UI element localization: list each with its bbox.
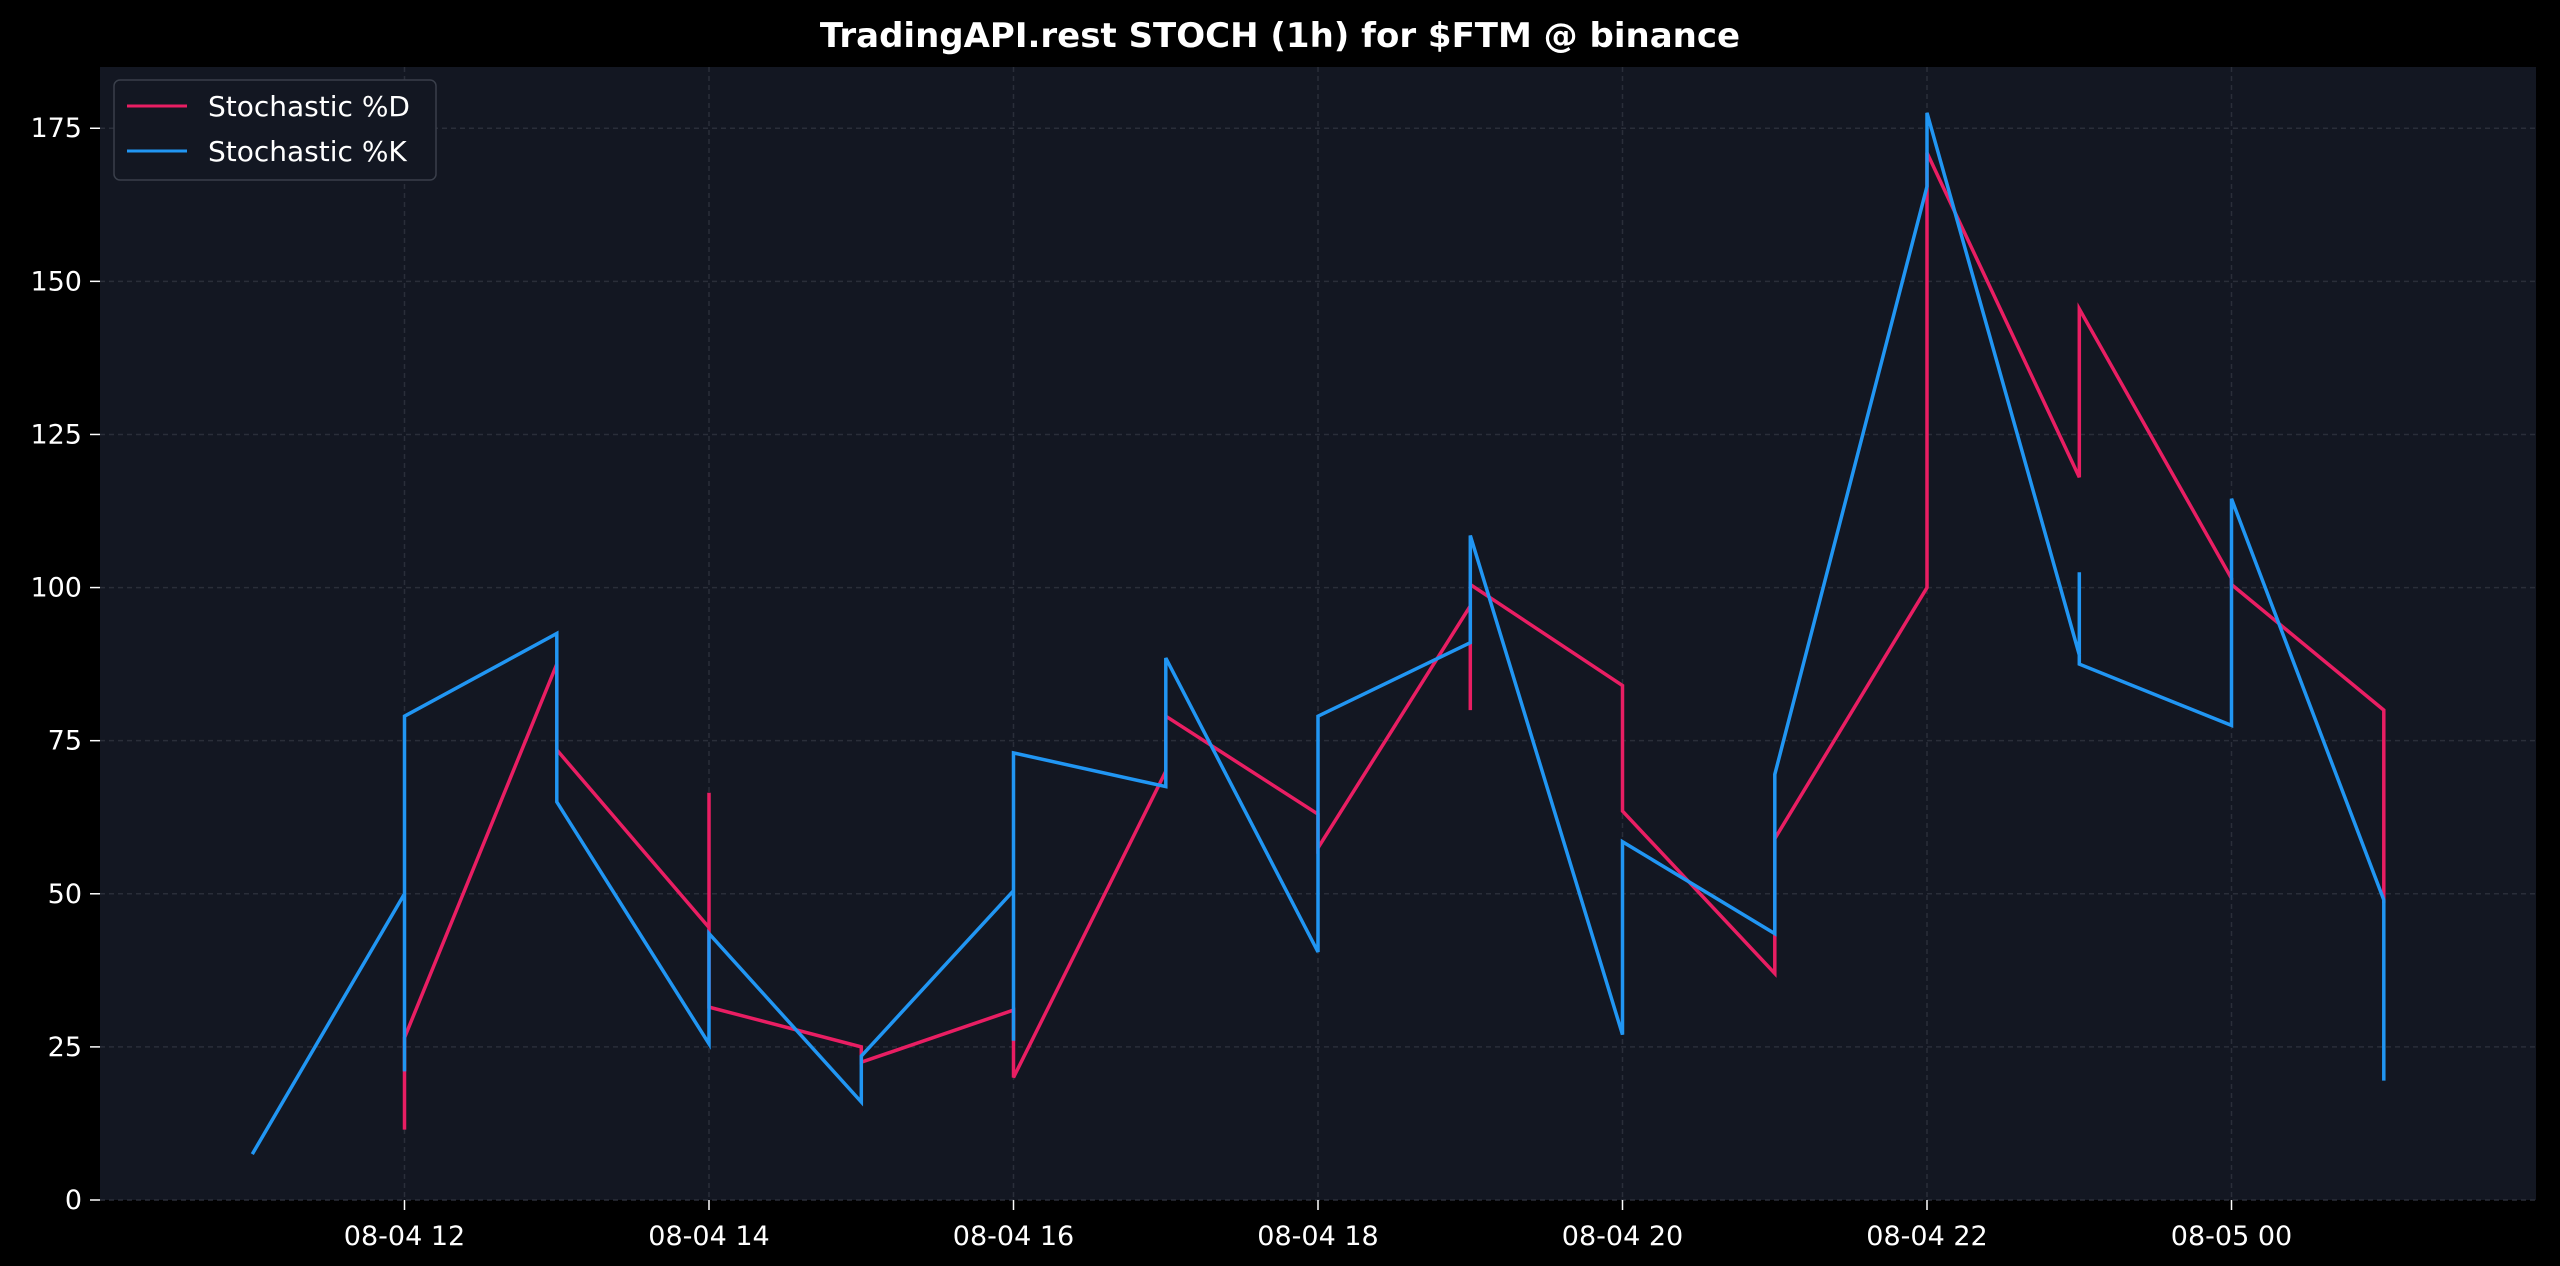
x-tick-label: 08-04 16 — [953, 1221, 1074, 1252]
x-tick-label: 08-04 18 — [1257, 1221, 1378, 1252]
y-tick-label: 125 — [30, 419, 82, 450]
x-tick-label: 08-04 14 — [648, 1221, 769, 1252]
legend-label-stochastic-d: Stochastic %D — [208, 90, 410, 123]
plot-area — [100, 67, 2536, 1200]
y-tick-label: 75 — [48, 726, 82, 757]
axes: 0 25 50 75 100 125 150 175 08-04 12 08-04 14 08-04… — [30, 113, 2292, 1252]
legend-label-stochastic-k: Stochastic %K — [208, 135, 407, 168]
series-line-stochastic-k — [250, 112, 2386, 1155]
y-tick-label: 25 — [48, 1032, 82, 1063]
y-tick-label: 175 — [30, 113, 82, 144]
x-tick-label: 08-04 12 — [344, 1221, 465, 1252]
y-tick-label: 150 — [30, 266, 82, 297]
x-tick-label: 08-04 20 — [1562, 1221, 1683, 1252]
x-tick-label: 08-04 22 — [1866, 1221, 1987, 1252]
y-tick-label: 100 — [30, 573, 82, 604]
series-lines — [250, 112, 2386, 1155]
y-tick-label: 0 — [65, 1185, 82, 1216]
x-tick-label: 08-05 00 — [2171, 1221, 2292, 1252]
chart-title: TradingAPI.rest STOCH (1h) for $FTM @ bi… — [820, 16, 1740, 56]
y-tick-label: 50 — [48, 879, 82, 910]
legend: Stochastic %D Stochastic %K — [113, 79, 437, 181]
series-line-stochastic-d — [402, 151, 2386, 1130]
legend-box — [113, 79, 437, 181]
